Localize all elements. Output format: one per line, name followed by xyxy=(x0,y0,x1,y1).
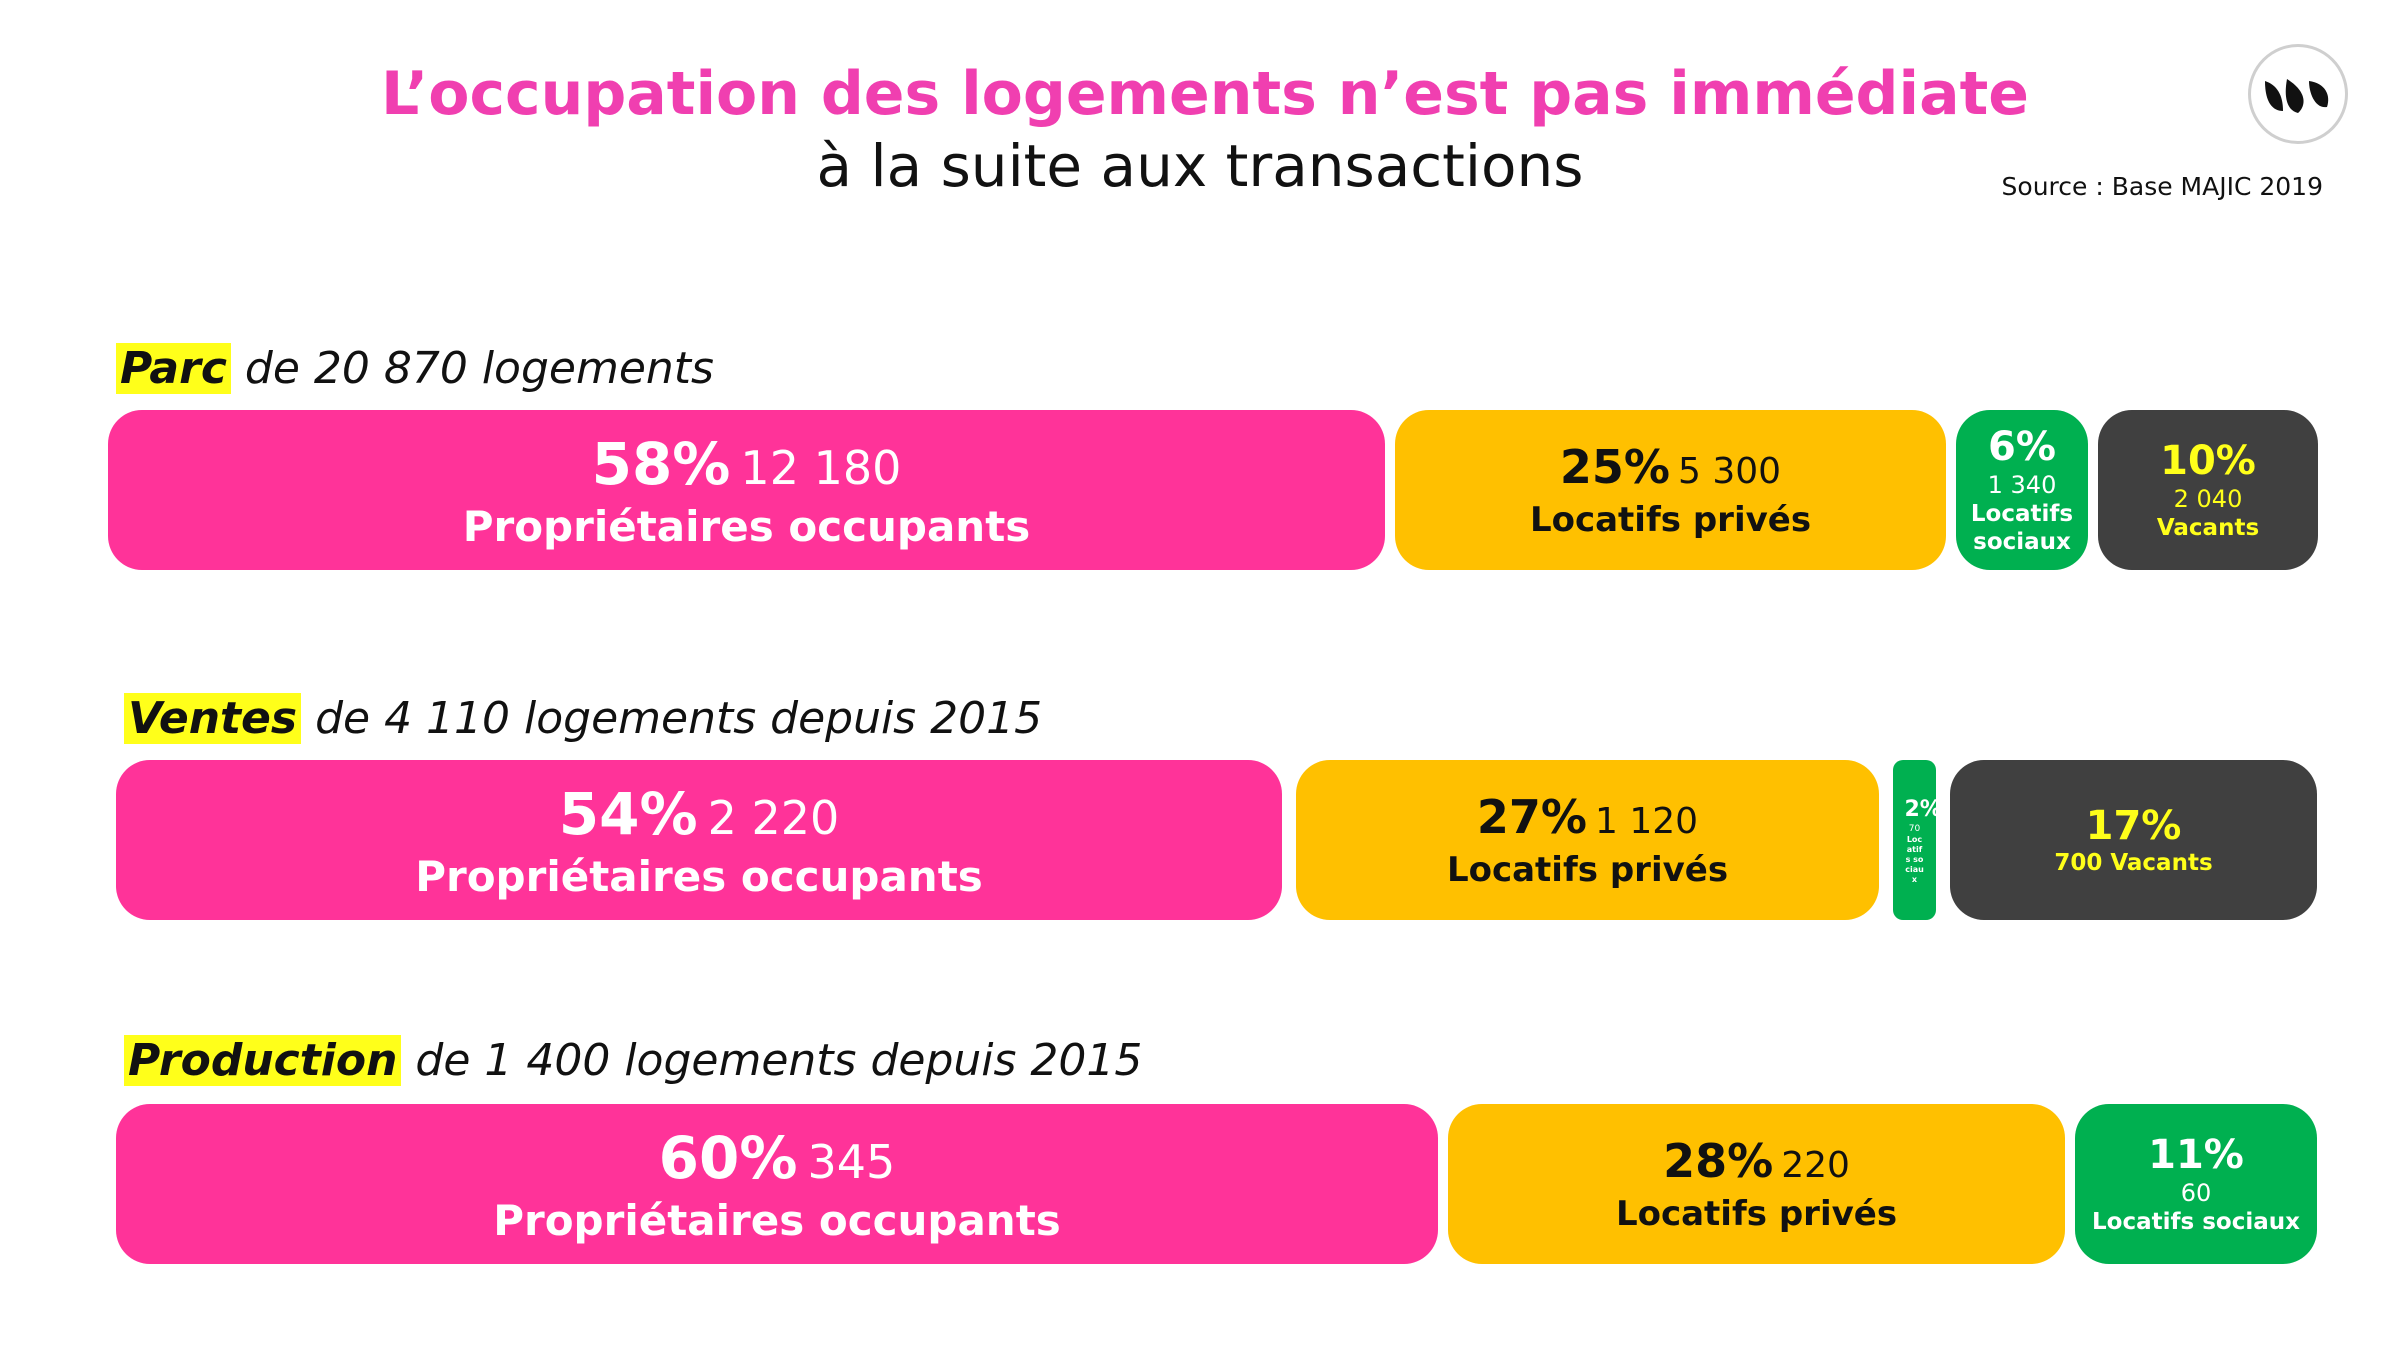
source-note: Source : Base MAJIC 2019 xyxy=(2001,172,2323,201)
segment-count-label: 60 xyxy=(2180,1179,2212,1207)
segment-count-label: 345 xyxy=(807,1134,896,1189)
segment-count-label: 70 xyxy=(1908,823,1921,834)
segment-category-label: Locatifs sociaux xyxy=(1905,834,1924,884)
segment-count-label: 12 180 xyxy=(740,440,902,495)
row-title-highlight: Production xyxy=(124,1035,402,1086)
bar-segment: 6% 1 340 Locatifs sociaux xyxy=(1956,410,2088,570)
segment-count-label: 2 040 xyxy=(2173,485,2243,513)
bar-segment: 60% 345 Propriétaires occupants xyxy=(116,1104,1438,1264)
segment-percent-label: 25% xyxy=(1559,440,1671,494)
segment-percent-label: 54% xyxy=(558,779,698,848)
bar-segment: 28% 220 Locatifs privés xyxy=(1448,1104,2065,1264)
segment-category-label: Vacants xyxy=(2156,515,2260,541)
bar-segment: 10% 2 040 Vacants xyxy=(2098,410,2318,570)
segment-percent-label: 58% xyxy=(591,429,731,498)
leaves-icon xyxy=(2265,79,2329,113)
page-title: L’occupation des logements n’est pas imm… xyxy=(381,59,2029,129)
segment-value-line: 25% 5 300 xyxy=(1560,440,1781,494)
row-title-rest: de 1 400 logements depuis 2015 xyxy=(401,1035,1143,1086)
row-title: Parc de 20 870 logements xyxy=(116,336,714,402)
title-block: L’occupation des logements n’est pas imm… xyxy=(0,58,2400,202)
segment-count-label: 1 340 xyxy=(1987,471,2057,499)
segment-category-label: Locatifs sociaux xyxy=(2092,1209,2300,1235)
segment-percent-label: 60% xyxy=(658,1123,798,1192)
segment-category-label: Locatifs privés xyxy=(1446,850,1729,890)
bar-segment: 11% 60 Locatifs sociaux xyxy=(2075,1104,2317,1264)
row-title: Production de 1 400 logements depuis 201… xyxy=(124,1028,1142,1094)
segment-category-label: Propriétaires occupants xyxy=(462,501,1031,551)
row-title-rest: de 20 870 logements xyxy=(230,343,714,394)
segment-value-line: 58% 12 180 xyxy=(592,430,902,498)
segment-value-line: 28% 220 xyxy=(1663,1134,1850,1188)
stacked-bar: 54% 2 220 Propriétaires occupants 27% 1 120 L… xyxy=(116,760,2318,920)
row-title-rest: de 4 110 logements depuis 2015 xyxy=(301,693,1043,744)
segment-percent-label: 6% xyxy=(1988,424,2056,470)
segment-percent-label: 10% xyxy=(2160,438,2256,484)
row-title-highlight: Parc xyxy=(116,343,231,394)
segment-value-line: 27% 1 120 xyxy=(1477,790,1698,844)
segment-value-line: 60% 345 xyxy=(659,1124,896,1192)
segment-category-label: Locatifs privés xyxy=(1529,500,1812,540)
segment-value-line: 54% 2 220 xyxy=(559,780,840,848)
segment-category-label: Locatifs sociaux xyxy=(1970,501,2074,555)
segment-percent-label: 11% xyxy=(2148,1132,2244,1178)
bar-segment: 54% 2 220 Propriétaires occupants xyxy=(116,760,1282,920)
segment-category-label: Propriétaires occupants xyxy=(415,851,983,901)
segment-percent-label: 2% xyxy=(1904,796,1937,822)
bar-segment: 27% 1 120 Locatifs privés xyxy=(1296,760,1879,920)
brand-logo xyxy=(2248,44,2348,144)
segment-count-label: 5 300 xyxy=(1678,451,1782,492)
row-title-highlight: Ventes xyxy=(124,693,302,744)
page-subtitle: à la suite aux transactions xyxy=(816,132,1584,200)
bar-segment: 58% 12 180 Propriétaires occupants xyxy=(108,410,1385,570)
stacked-bar: 58% 12 180 Propriétaires occupants 25% 5 300… xyxy=(108,410,2318,570)
bar-segment: 25% 5 300 Locatifs privés xyxy=(1395,410,1946,570)
segment-category-label: Propriétaires occupants xyxy=(493,1195,1061,1245)
segment-percent-label: 27% xyxy=(1476,790,1588,844)
segment-count-label: 1 120 xyxy=(1595,801,1699,842)
segment-percent-label: 28% xyxy=(1663,1134,1774,1188)
segment-category-label: Locatifs privés xyxy=(1615,1194,1898,1234)
segment-percent-label: 17% xyxy=(2085,803,2182,849)
segment-count-label: 220 xyxy=(1781,1145,1850,1186)
bar-segment: 17% 700 Vacants xyxy=(1950,760,2317,920)
segment-category-label: 700 Vacants xyxy=(2054,850,2213,876)
row-title: Ventes de 4 110 logements depuis 2015 xyxy=(124,686,1042,752)
stacked-bar: 60% 345 Propriétaires occupants 28% 220 Locat… xyxy=(116,1104,2318,1264)
segment-count-label: 2 220 xyxy=(707,790,840,845)
